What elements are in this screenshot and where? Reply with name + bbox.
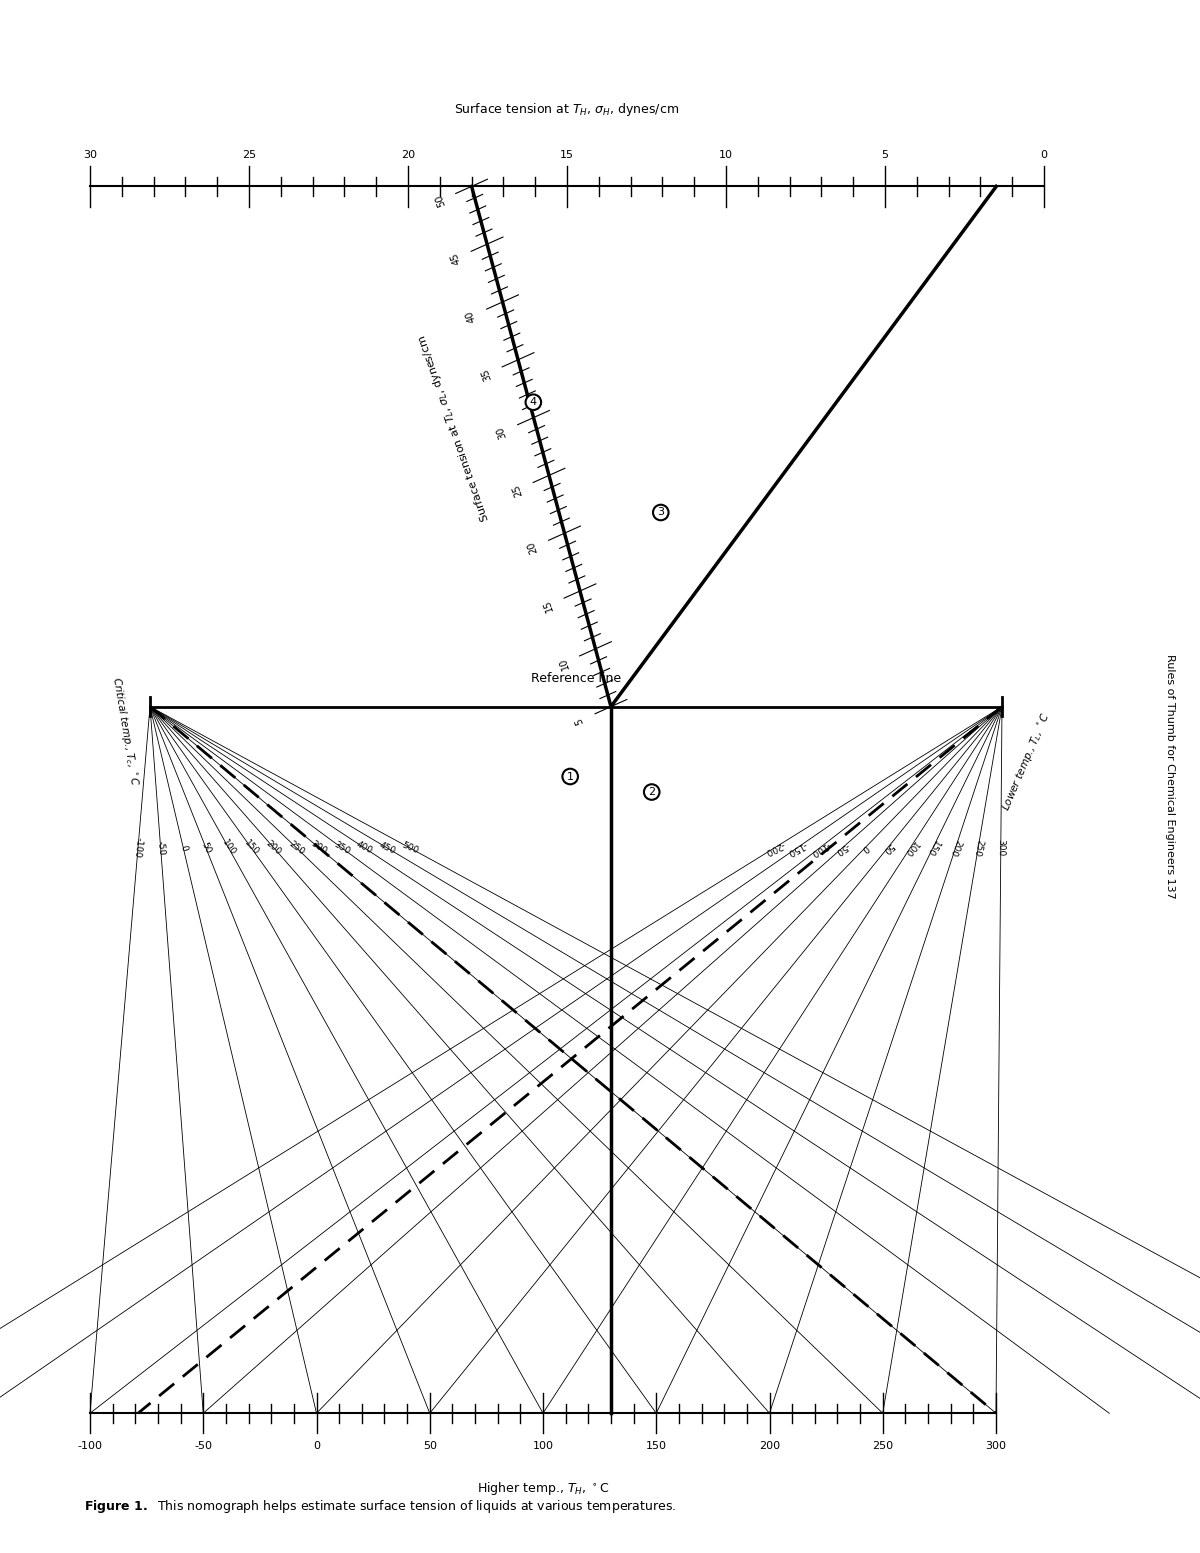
- Text: -50: -50: [156, 840, 166, 856]
- Text: 250: 250: [872, 1441, 893, 1451]
- Text: 0: 0: [1040, 151, 1048, 160]
- Text: 150: 150: [646, 1441, 667, 1451]
- Text: 250: 250: [972, 839, 984, 857]
- Text: 50: 50: [199, 840, 212, 856]
- Text: 100: 100: [533, 1441, 553, 1451]
- Text: Reference line: Reference line: [530, 672, 622, 685]
- Text: 45: 45: [449, 252, 462, 266]
- Text: -50: -50: [834, 840, 851, 856]
- Text: -100: -100: [78, 1441, 102, 1451]
- Text: 150: 150: [924, 839, 941, 857]
- Text: 100: 100: [220, 839, 238, 857]
- Text: 5: 5: [882, 151, 888, 160]
- Text: 35: 35: [480, 367, 493, 382]
- Text: 50: 50: [881, 840, 895, 856]
- Text: 200: 200: [758, 1441, 780, 1451]
- Text: 150: 150: [242, 839, 260, 857]
- Text: Critical temp., $T_c$, $^\circ$C: Critical temp., $T_c$, $^\circ$C: [109, 676, 140, 787]
- Text: 15: 15: [560, 151, 574, 160]
- Text: 1: 1: [566, 772, 574, 781]
- Text: 10: 10: [719, 151, 733, 160]
- Text: -200: -200: [763, 840, 786, 856]
- Text: 30: 30: [83, 151, 97, 160]
- Text: 25: 25: [242, 151, 256, 160]
- Text: -100: -100: [132, 837, 144, 859]
- Text: 40: 40: [464, 309, 478, 323]
- Text: 3: 3: [658, 508, 665, 517]
- Text: Rules of Thumb for Chemical Engineers 137: Rules of Thumb for Chemical Engineers 13…: [1165, 654, 1175, 899]
- Text: 50: 50: [433, 193, 446, 208]
- Text: 10: 10: [557, 655, 570, 671]
- Text: Surface tension at $T_L$, $\sigma_L$, dynes/cm: Surface tension at $T_L$, $\sigma_L$, dy…: [415, 332, 493, 523]
- Text: 200: 200: [264, 839, 283, 857]
- Text: 200: 200: [948, 839, 962, 857]
- Text: 30: 30: [496, 424, 509, 439]
- Text: 350: 350: [332, 840, 352, 856]
- Text: 300: 300: [985, 1441, 1007, 1451]
- Text: 0: 0: [860, 843, 870, 853]
- Text: Higher temp., $T_H$, $^\circ$C: Higher temp., $T_H$, $^\circ$C: [476, 1480, 610, 1497]
- Text: 300: 300: [310, 840, 329, 856]
- Text: 25: 25: [510, 481, 524, 497]
- Text: 20: 20: [526, 540, 540, 554]
- Text: 2: 2: [648, 787, 655, 797]
- Text: 50: 50: [422, 1441, 437, 1451]
- Text: -150: -150: [786, 839, 808, 857]
- Text: 15: 15: [541, 598, 554, 613]
- Text: 20: 20: [401, 151, 415, 160]
- Text: -100: -100: [809, 839, 830, 857]
- Text: 500: 500: [400, 840, 420, 856]
- Text: 300: 300: [996, 839, 1006, 857]
- Text: Surface tension at $T_H$, $\sigma_H$, dynes/cm: Surface tension at $T_H$, $\sigma_H$, dy…: [455, 101, 679, 118]
- Text: 5: 5: [574, 716, 584, 725]
- Text: 0: 0: [178, 843, 188, 853]
- Text: 250: 250: [287, 839, 306, 857]
- Text: 100: 100: [901, 839, 919, 857]
- Text: $\mathbf{Figure\ 1.}$  This nomograph helps estimate surface tension of liquids : $\mathbf{Figure\ 1.}$ This nomograph hel…: [84, 1499, 677, 1514]
- Text: 400: 400: [355, 840, 374, 856]
- Text: 450: 450: [378, 840, 397, 856]
- Text: -50: -50: [194, 1441, 212, 1451]
- Text: Lower temp., $T_L$, $^\circ$C: Lower temp., $T_L$, $^\circ$C: [1000, 710, 1054, 814]
- Text: 0: 0: [313, 1441, 320, 1451]
- Text: 4: 4: [529, 398, 536, 407]
